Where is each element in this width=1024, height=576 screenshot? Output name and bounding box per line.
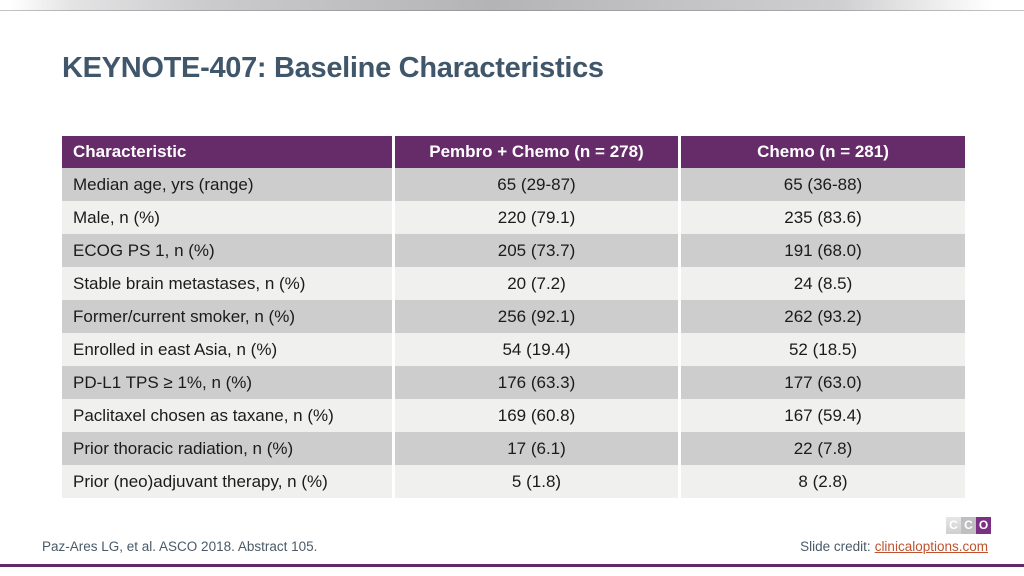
table-row: Former/current smoker, n (%) 256 (92.1) 26… bbox=[62, 300, 965, 333]
table-cell: 176 (63.3) bbox=[392, 366, 678, 399]
logo-tile-o: O bbox=[976, 517, 991, 534]
table-cell: 52 (18.5) bbox=[678, 333, 965, 366]
table-cell: 262 (93.2) bbox=[678, 300, 965, 333]
table-header-row: Characteristic Pembro + Chemo (n = 278) … bbox=[62, 136, 965, 168]
table-cell: 54 (19.4) bbox=[392, 333, 678, 366]
table-row: ECOG PS 1, n (%) 205 (73.7) 191 (68.0) bbox=[62, 234, 965, 267]
table-cell: 8 (2.8) bbox=[678, 465, 965, 498]
table-cell: 65 (36-88) bbox=[678, 168, 965, 201]
table-row: PD-L1 TPS ≥ 1%, n (%) 176 (63.3) 177 (63.0… bbox=[62, 366, 965, 399]
slide-credit-label: Slide credit: bbox=[800, 539, 871, 554]
table-cell: 17 (6.1) bbox=[392, 432, 678, 465]
table-cell: Median age, yrs (range) bbox=[73, 175, 254, 194]
table-header-pembro-chemo: Pembro + Chemo (n = 278) bbox=[392, 136, 678, 168]
table-cell: Prior thoracic radiation, n (%) bbox=[73, 439, 294, 458]
baseline-characteristics-table: Characteristic Pembro + Chemo (n = 278) … bbox=[62, 136, 965, 498]
footer-reference: Paz-Ares LG, et al. ASCO 2018. Abstract … bbox=[42, 539, 318, 554]
table-cell: PD-L1 TPS ≥ 1%, n (%) bbox=[73, 373, 253, 392]
top-accent-bar bbox=[0, 0, 1024, 11]
table-cell: 220 (79.1) bbox=[392, 201, 678, 234]
table-cell: Paclitaxel chosen as taxane, n (%) bbox=[73, 406, 334, 425]
table-cell: ECOG PS 1, n (%) bbox=[73, 241, 215, 260]
table-row: Prior thoracic radiation, n (%) 17 (6.1) 2… bbox=[62, 432, 965, 465]
table-cell: Prior (neo)adjuvant therapy, n (%) bbox=[73, 472, 328, 491]
logo-tile-c1: C bbox=[946, 517, 961, 534]
table-row: Median age, yrs (range) 65 (29-87) 65 (36-… bbox=[62, 168, 965, 201]
table-cell: Enrolled in east Asia, n (%) bbox=[73, 340, 278, 359]
table-body: Median age, yrs (range) 65 (29-87) 65 (36-… bbox=[62, 168, 965, 498]
table-row: Stable brain metastases, n (%) 20 (7.2) 24… bbox=[62, 267, 965, 300]
table-cell: 5 (1.8) bbox=[392, 465, 678, 498]
table-row: Prior (neo)adjuvant therapy, n (%) 5 (1.8… bbox=[62, 465, 965, 498]
table-cell: 65 (29-87) bbox=[392, 168, 678, 201]
logo-tile-c2: C bbox=[961, 517, 976, 534]
table-cell: 256 (92.1) bbox=[392, 300, 678, 333]
bottom-accent-line bbox=[0, 564, 1024, 567]
table-cell: 191 (68.0) bbox=[678, 234, 965, 267]
table-cell: 177 (63.0) bbox=[678, 366, 965, 399]
table-cell: 235 (83.6) bbox=[678, 201, 965, 234]
table-cell: 205 (73.7) bbox=[392, 234, 678, 267]
table-cell: Male, n (%) bbox=[73, 208, 160, 227]
credit-link[interactable]: clinicaloptions.com bbox=[874, 539, 988, 554]
table-cell: Stable brain metastases, n (%) bbox=[73, 274, 306, 293]
table-row: Paclitaxel chosen as taxane, n (%) 169 (6… bbox=[62, 399, 965, 432]
table-row: Male, n (%) 220 (79.1) 235 (83.6) bbox=[62, 201, 965, 234]
table-cell: Former/current smoker, n (%) bbox=[73, 307, 295, 326]
table-cell: 167 (59.4) bbox=[678, 399, 965, 432]
cco-logo: C C O bbox=[946, 517, 991, 534]
table-cell: 22 (7.8) bbox=[678, 432, 965, 465]
table-cell: 24 (8.5) bbox=[678, 267, 965, 300]
table-row: Enrolled in east Asia, n (%) 54 (19.4) 52 … bbox=[62, 333, 965, 366]
table-header-chemo: Chemo (n = 281) bbox=[678, 136, 965, 168]
table-cell: 169 (60.8) bbox=[392, 399, 678, 432]
slide-credit: Slide credit: clinicaloptions.com bbox=[800, 539, 988, 554]
page-title: KEYNOTE-407: Baseline Characteristics bbox=[62, 52, 604, 84]
table-header-characteristic: Characteristic bbox=[73, 142, 187, 161]
table-cell: 20 (7.2) bbox=[392, 267, 678, 300]
